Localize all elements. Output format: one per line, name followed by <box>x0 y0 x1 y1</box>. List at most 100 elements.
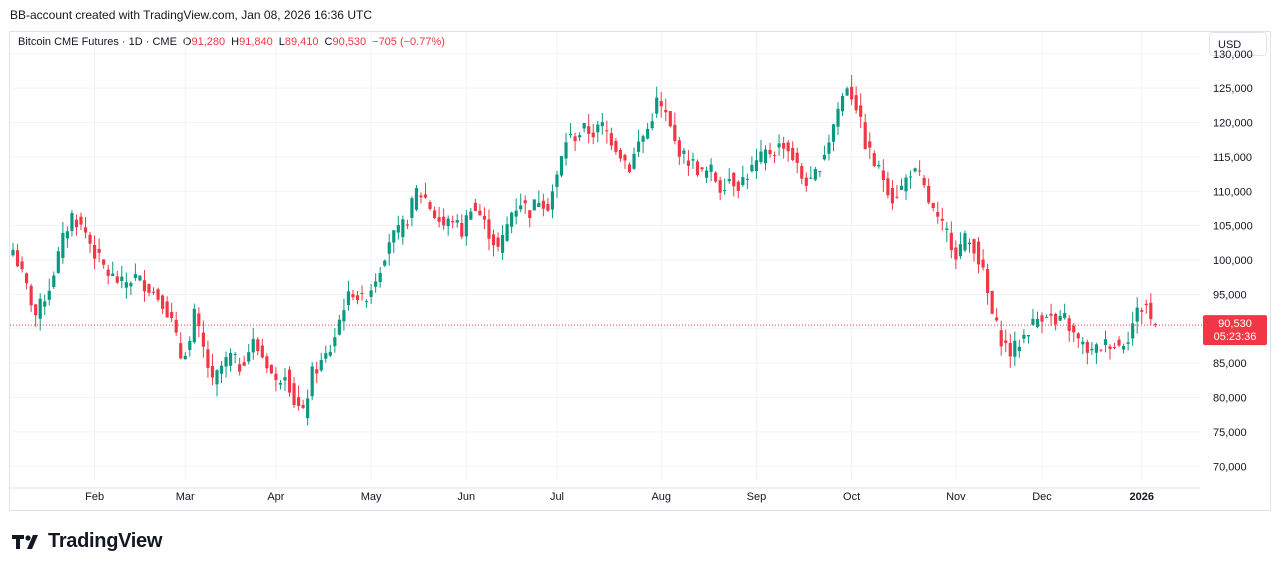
y-tick-label: 100,000 <box>1213 255 1253 267</box>
candle-body <box>677 140 681 157</box>
candle-body <box>532 199 536 211</box>
candle-body <box>609 133 613 146</box>
candle-body <box>714 172 718 182</box>
candle-body <box>840 96 845 112</box>
candle-body <box>70 213 74 231</box>
candle-body <box>600 122 604 127</box>
candle-body <box>559 156 564 176</box>
chart-attribution: BB-account created with TradingView.com,… <box>10 8 372 22</box>
candle-body <box>161 295 165 309</box>
candle-body <box>233 353 237 355</box>
candle-body <box>881 170 885 181</box>
candle-body <box>850 86 854 100</box>
candle-body <box>201 332 205 347</box>
y-tick-label: 125,000 <box>1213 83 1253 95</box>
high-key: H <box>231 36 240 48</box>
candle-body <box>673 124 677 142</box>
y-tick-label: 95,000 <box>1213 289 1247 301</box>
candle-body <box>83 227 88 233</box>
candle-body <box>65 231 69 239</box>
candle-body <box>1013 340 1017 357</box>
candle-body <box>88 234 92 244</box>
candle-body <box>1149 302 1153 320</box>
candle-body <box>990 291 994 314</box>
candle-body <box>138 275 142 281</box>
candle-body <box>25 273 29 284</box>
candle-body <box>1153 324 1157 326</box>
chart-frame <box>9 31 1271 511</box>
candle-body <box>804 177 808 186</box>
low-key: L <box>278 36 285 48</box>
candle-body <box>369 290 373 297</box>
candle-body <box>274 373 278 381</box>
candle-body <box>1085 342 1089 353</box>
candle-body <box>15 250 20 267</box>
candle-body <box>854 95 858 111</box>
candle-body <box>668 111 672 127</box>
currency-button[interactable]: USD <box>1209 32 1267 56</box>
candle-body <box>813 169 817 180</box>
candle-body <box>278 382 283 385</box>
candle-body <box>496 237 500 247</box>
candle-body <box>1035 318 1040 327</box>
candle-body <box>464 215 468 237</box>
candle-body <box>165 301 169 318</box>
candle-body <box>510 212 514 227</box>
candle-body <box>632 153 636 169</box>
candle-body <box>972 239 976 254</box>
candle-body <box>310 366 314 397</box>
candle-body <box>772 155 777 157</box>
candle-body <box>224 357 228 367</box>
candle-body <box>800 166 804 179</box>
candle-body <box>319 359 323 371</box>
candle-body <box>596 124 600 133</box>
candle-body <box>791 148 795 161</box>
candle-body <box>342 310 346 322</box>
y-tick-label: 115,000 <box>1213 152 1252 164</box>
candle-body <box>287 369 292 393</box>
candle-body <box>473 202 477 211</box>
candle-body <box>437 217 441 222</box>
candle-body <box>115 276 119 283</box>
x-tick-label: Oct <box>843 491 860 503</box>
candle-body <box>704 170 709 178</box>
tradingview-logo: TradingView <box>12 530 162 553</box>
candle-body <box>410 198 414 218</box>
candle-body <box>360 293 364 295</box>
candle-body <box>478 210 482 216</box>
candle-body <box>1072 325 1076 333</box>
candle-body <box>541 200 545 209</box>
candle-body <box>1049 313 1053 316</box>
close-value: 90,530 <box>332 36 367 48</box>
candle-body <box>1094 344 1098 353</box>
candle-body <box>922 177 926 186</box>
candle-body <box>768 149 772 155</box>
candle-body <box>269 364 273 374</box>
candle-body <box>949 232 953 251</box>
candle-body <box>573 136 577 142</box>
open-value: 91,280 <box>191 36 226 48</box>
candle-body <box>976 241 981 265</box>
candle-body <box>283 377 287 381</box>
candle-body <box>831 124 836 142</box>
x-tick-label: Apr <box>267 491 284 503</box>
candle-body <box>442 216 446 226</box>
candle-body <box>546 203 550 211</box>
candle-body <box>958 244 962 257</box>
candle-body <box>895 196 899 198</box>
candle-body <box>355 295 360 300</box>
candle-body <box>52 275 56 288</box>
candle-body <box>1054 313 1058 325</box>
candle-body <box>967 242 972 245</box>
x-tick-label: Jul <box>550 491 564 503</box>
candle-body <box>723 190 727 192</box>
open-key: O <box>182 36 192 48</box>
candle-body <box>333 337 337 347</box>
candle-body <box>605 130 609 132</box>
candle-body <box>1117 339 1121 346</box>
brand-name: TradingView <box>48 530 163 552</box>
candle-body <box>1112 347 1117 349</box>
candle-body <box>1058 315 1062 321</box>
candle-body <box>500 234 505 253</box>
